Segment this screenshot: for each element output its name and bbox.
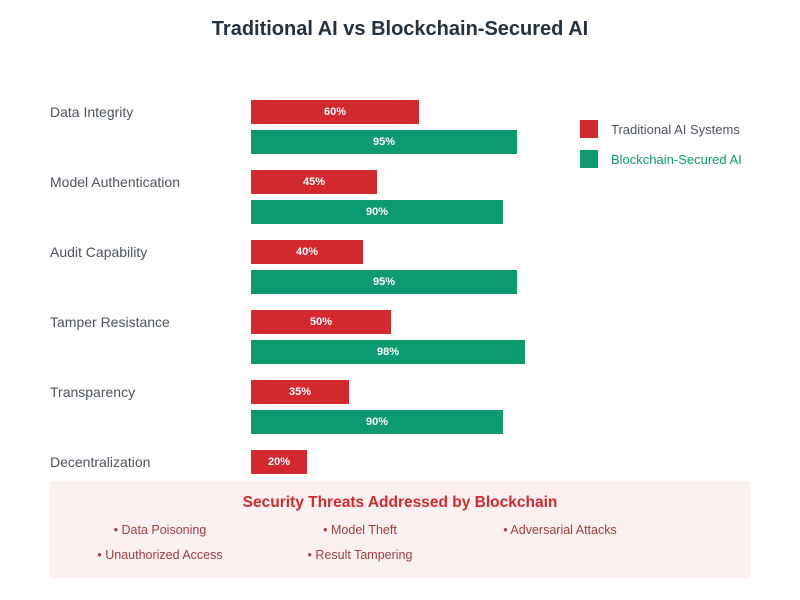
category-label: Audit Capability [50,244,148,260]
threat-row: • Unauthorized Access • Result Tampering [60,547,680,572]
threat-item: • Data Poisoning [113,523,207,537]
legend-label: Blockchain-Secured AI [611,151,742,167]
threat-item: • Unauthorized Access [97,548,223,562]
bar-value-label: 60% [323,106,347,118]
threat-row: • Data Poisoning • Model Theft • Adversari… [60,522,680,547]
bar-value-label: 95% [372,276,396,288]
bar-blockchain: 90% [251,200,503,224]
legend-swatch [580,120,598,138]
threat-item: • Result Tampering [307,548,413,562]
bar-traditional: 20% [251,450,307,474]
category-label: Transparency [50,384,136,400]
bar-blockchain: 90% [251,410,503,434]
bar-traditional: 35% [251,380,349,404]
bar-traditional: 60% [251,100,419,124]
legend-item: Blockchain-Secured AI [580,150,742,180]
bar-blockchain: 95% [251,130,517,154]
chart-title: Traditional AI vs Blockchain-Secured AI [211,18,589,40]
threat-panel-title: Security Threats Addressed by Blockchain [242,494,558,511]
category-label: Model Authentication [50,174,180,190]
bar-value-label: 50% [309,316,333,328]
bar-traditional: 45% [251,170,377,194]
bar-value-label: 40% [295,246,319,258]
category-label: Data Integrity [50,104,134,120]
threat-panel: Security Threats Addressed by Blockchain… [50,481,750,578]
legend-swatch [580,150,598,168]
bar-value-label: 90% [365,416,389,428]
category-label: Decentralization [50,454,151,470]
bar-value-label: 90% [365,206,389,218]
threat-list: • Data Poisoning • Model Theft • Adversari… [60,522,680,572]
legend: Traditional AI Systems Blockchain-Secured… [580,120,742,180]
bar-value-label: 45% [302,176,326,188]
bar-blockchain: 95% [251,270,517,294]
bar-traditional: 40% [251,240,363,264]
bar-blockchain: 98% [251,340,525,364]
category-label: Tamper Resistance [50,314,170,330]
bar-value-label: 95% [372,136,396,148]
threat-item: • Model Theft [323,523,397,537]
legend-label: Traditional AI Systems [611,121,740,137]
bar-traditional: 50% [251,310,391,334]
bar-value-label: 98% [376,346,400,358]
threat-item: • Adversarial Attacks [503,523,617,537]
legend-item: Traditional AI Systems [580,120,742,150]
bar-value-label: 20% [267,456,291,468]
bar-value-label: 35% [288,386,312,398]
